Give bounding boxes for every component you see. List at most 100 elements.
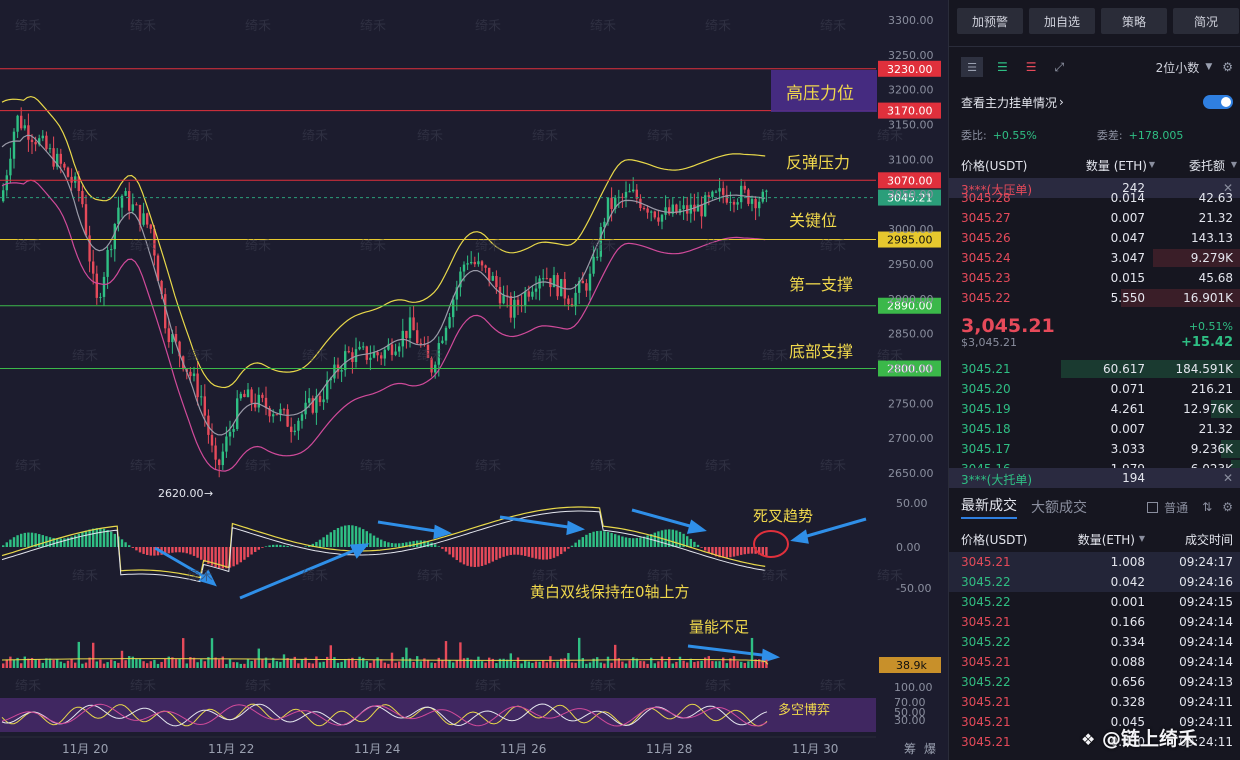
chip-button[interactable]: 筹 bbox=[904, 742, 916, 756]
bid-row[interactable]: 3045.21 60.617 184.591K bbox=[949, 359, 1240, 379]
trade-row[interactable]: 3045.21 0.328 09:24:11 bbox=[949, 692, 1240, 712]
ask-row[interactable]: 3045.23 0.015 45.68 bbox=[949, 268, 1240, 288]
candle-body bbox=[347, 351, 350, 353]
macd-histogram-bar bbox=[48, 537, 52, 547]
trade-qty: 0.328 bbox=[1110, 695, 1145, 709]
big-bid-qty: 194 bbox=[1122, 471, 1145, 485]
trade-row[interactable]: 3045.21 0.050 09:24:11 bbox=[949, 732, 1240, 752]
trade-row[interactable]: 3045.21 1.008 09:24:17 bbox=[949, 552, 1240, 572]
candle-body bbox=[642, 207, 646, 209]
layout-both-icon[interactable]: ☰ bbox=[961, 57, 983, 77]
candle-body bbox=[491, 275, 494, 281]
trade-row[interactable]: 3045.22 0.656 09:24:13 bbox=[949, 672, 1240, 692]
expand-icon[interactable]: ⤢ bbox=[1054, 59, 1065, 74]
qty-chevron-icon[interactable]: ▼ bbox=[1148, 160, 1155, 169]
volume-bar bbox=[520, 663, 523, 668]
level-tag bbox=[878, 172, 941, 189]
depth-title[interactable]: 查看主力挂单情况 bbox=[961, 95, 1058, 110]
trade-row[interactable]: 3045.22 0.001 09:24:15 bbox=[949, 592, 1240, 612]
trade-row[interactable]: 3045.22 0.042 09:24:16 bbox=[949, 572, 1240, 592]
chevron-right-icon[interactable]: › bbox=[1059, 95, 1064, 109]
volume-bar bbox=[473, 660, 476, 668]
macd-histogram-bar bbox=[624, 537, 628, 547]
volume-bar bbox=[34, 659, 37, 668]
header-total[interactable]: 委托额 bbox=[1188, 159, 1225, 173]
bid-row[interactable]: 3045.17 3.033 9.236K bbox=[949, 439, 1240, 459]
ask-row[interactable]: 3045.27 0.007 21.32 bbox=[949, 208, 1240, 228]
candle-body bbox=[369, 357, 372, 360]
macd-histogram-bar bbox=[707, 547, 710, 553]
close-icon[interactable]: ✕ bbox=[1222, 181, 1233, 195]
depth-toggle[interactable] bbox=[1203, 95, 1233, 109]
price-tick-label: 2900.00 bbox=[888, 293, 934, 306]
normal-checkbox[interactable] bbox=[1147, 501, 1159, 513]
volume-bar bbox=[311, 663, 314, 668]
candlestick-series bbox=[2, 107, 768, 478]
volume-bar bbox=[20, 663, 23, 668]
bid-qty: 4.261 bbox=[1110, 402, 1145, 416]
macd-histogram-bar bbox=[358, 527, 361, 547]
strategy-button[interactable]: 策略 bbox=[1101, 8, 1167, 34]
candle-body bbox=[599, 227, 602, 257]
macd-histogram-bar bbox=[750, 547, 754, 554]
level-tag bbox=[878, 102, 941, 119]
watermark-text: 绮禾 bbox=[590, 459, 616, 474]
header-qty[interactable]: 数量 (ETH) bbox=[1085, 159, 1147, 173]
volume-bar bbox=[416, 656, 419, 668]
ask-row[interactable]: 3045.28 0.014 42.63 bbox=[949, 188, 1240, 208]
macd-histogram-bar bbox=[20, 533, 23, 547]
candle-body bbox=[653, 211, 656, 218]
settings-icon[interactable]: ⚙ bbox=[1222, 500, 1233, 514]
watermark-text: 绮禾 bbox=[187, 349, 213, 364]
tab-latest-trades[interactable]: 最新成交 bbox=[961, 495, 1017, 519]
filter-icon[interactable]: ⇅ bbox=[1202, 500, 1213, 514]
add-watchlist-button[interactable]: 加自选 bbox=[1029, 8, 1095, 34]
macd-histogram-bar bbox=[426, 541, 430, 547]
trade-row[interactable]: 3045.21 0.088 09:24:14 bbox=[949, 652, 1240, 672]
chevron-down-icon[interactable]: ▼ bbox=[1205, 62, 1213, 72]
macd-histogram-bar bbox=[329, 532, 332, 547]
price-tick-label: 2950.00 bbox=[888, 258, 934, 271]
volume-bar bbox=[527, 661, 530, 668]
candle-body bbox=[718, 188, 721, 192]
trade-row[interactable]: 3045.21 0.166 09:24:14 bbox=[949, 612, 1240, 632]
chart-area[interactable]: 3230.00 3170.00 3070.00 3045.21 2985.00 2890.… bbox=[0, 0, 948, 760]
kline-chart[interactable]: 3230.00 3170.00 3070.00 3045.21 2985.00 2890.… bbox=[0, 0, 948, 760]
ask-row[interactable]: 3045.22 5.550 16.901K bbox=[949, 288, 1240, 308]
candle-body bbox=[34, 142, 37, 145]
ask-row[interactable]: 3045.26 0.047 143.13 bbox=[949, 228, 1240, 248]
macd-histogram-bar bbox=[444, 547, 448, 552]
layout-bids-icon[interactable]: ☰ bbox=[997, 60, 1008, 74]
liquidation-button[interactable]: 爆 bbox=[924, 742, 936, 756]
total-chevron-icon[interactable]: ▼ bbox=[1230, 160, 1237, 169]
tab-large-trades[interactable]: 大额成交 bbox=[1031, 500, 1087, 516]
close-icon[interactable]: ✕ bbox=[1222, 471, 1233, 485]
big-bid-row[interactable]: 3***(大托单) 194 ✕ bbox=[949, 468, 1240, 488]
bid-row[interactable]: 3045.20 0.071 216.21 bbox=[949, 379, 1240, 399]
macd-histogram-bar bbox=[570, 545, 574, 547]
rsi-indicator bbox=[1, 703, 768, 727]
candle-body bbox=[279, 409, 282, 415]
macd-histogram-bar bbox=[92, 528, 95, 547]
macd-histogram-bar bbox=[524, 547, 527, 556]
ask-row[interactable]: 3045.24 3.047 9.279K bbox=[949, 248, 1240, 268]
macd-histogram-bar bbox=[473, 547, 476, 568]
settings-icon[interactable]: ⚙ bbox=[1222, 60, 1233, 74]
decimals-select[interactable]: 2位小数 bbox=[1155, 60, 1200, 75]
candle-body bbox=[610, 197, 613, 210]
overview-button[interactable]: 简况 bbox=[1173, 8, 1239, 34]
candle-body bbox=[711, 191, 714, 197]
big-ask-row[interactable]: 3***(大压单) 242 ✕ bbox=[949, 178, 1240, 198]
bid-row[interactable]: 3045.18 0.007 21.32 bbox=[949, 419, 1240, 439]
volume-bar bbox=[358, 656, 361, 668]
candle-body bbox=[664, 207, 667, 215]
add-alert-button[interactable]: 加预警 bbox=[957, 8, 1023, 34]
bid-row[interactable]: 3045.19 4.261 12.976K bbox=[949, 399, 1240, 419]
trade-row[interactable]: 3045.21 0.045 09:24:11 bbox=[949, 712, 1240, 732]
volume-bar bbox=[758, 659, 761, 668]
trades-header-qty[interactable]: 数量(ETH) bbox=[1077, 533, 1135, 547]
layout-asks-icon[interactable]: ☰ bbox=[1025, 60, 1037, 74]
trades-qty-chevron-icon[interactable]: ▼ bbox=[1138, 534, 1145, 543]
trade-row[interactable]: 3045.22 0.334 09:24:14 bbox=[949, 632, 1240, 652]
candle-body bbox=[635, 189, 638, 199]
